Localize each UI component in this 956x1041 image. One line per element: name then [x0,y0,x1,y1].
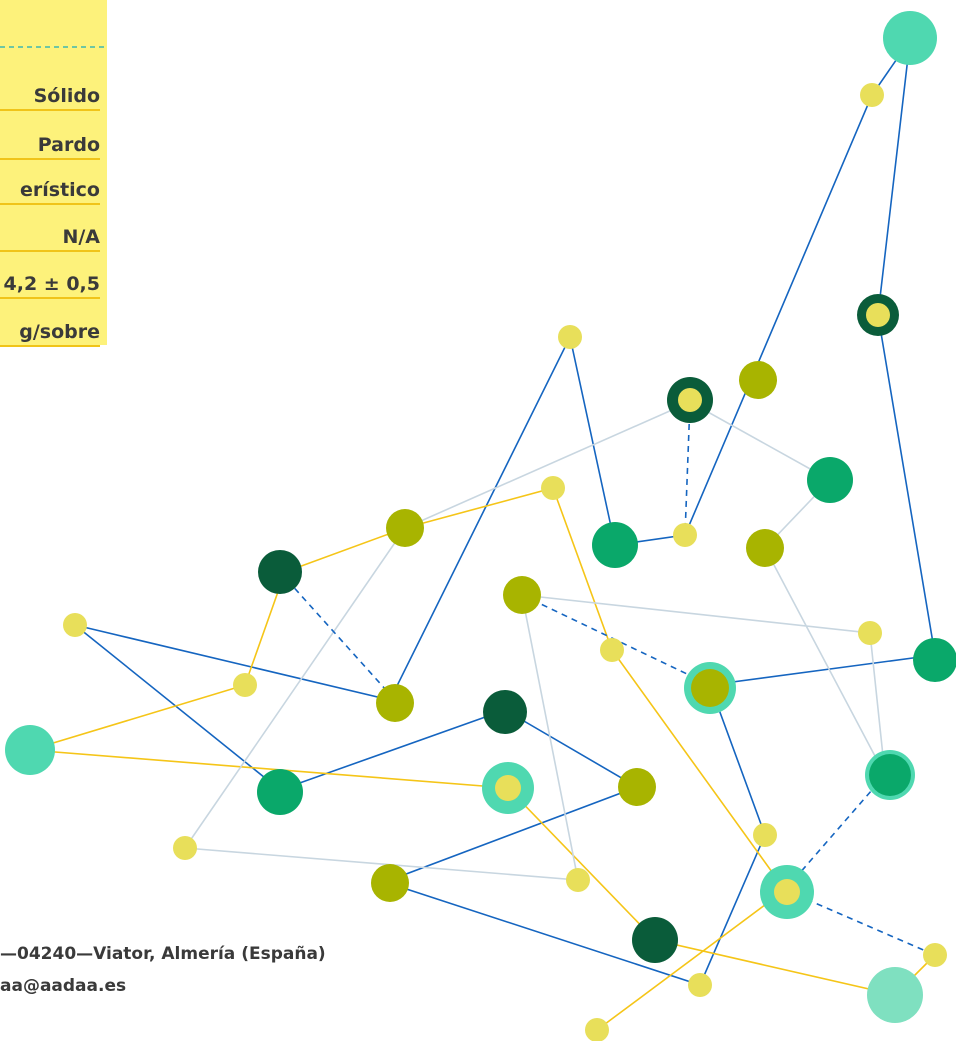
blue-line [75,40,935,985]
page: Sólido Pardo erístico N/A 4,2 ± 0,5 g/sobre [0,0,956,1041]
footer-email: aa@aadaa.es [0,976,126,996]
spec-value: g/sobre [19,321,100,343]
spec-value: Sólido [34,85,100,107]
document: Sólido Pardo erístico N/A 4,2 ± 0,5 g/sobre [0,0,956,1041]
spec-value: erístico [20,179,100,201]
spec-value: N/A [62,226,100,248]
spec-value: Pardo [38,134,100,156]
network-nodes [5,11,956,1041]
footer-address: —04240—Viator, Almería (España) [0,944,326,964]
spec-value: 4,2 ± 0,5 [4,273,100,295]
